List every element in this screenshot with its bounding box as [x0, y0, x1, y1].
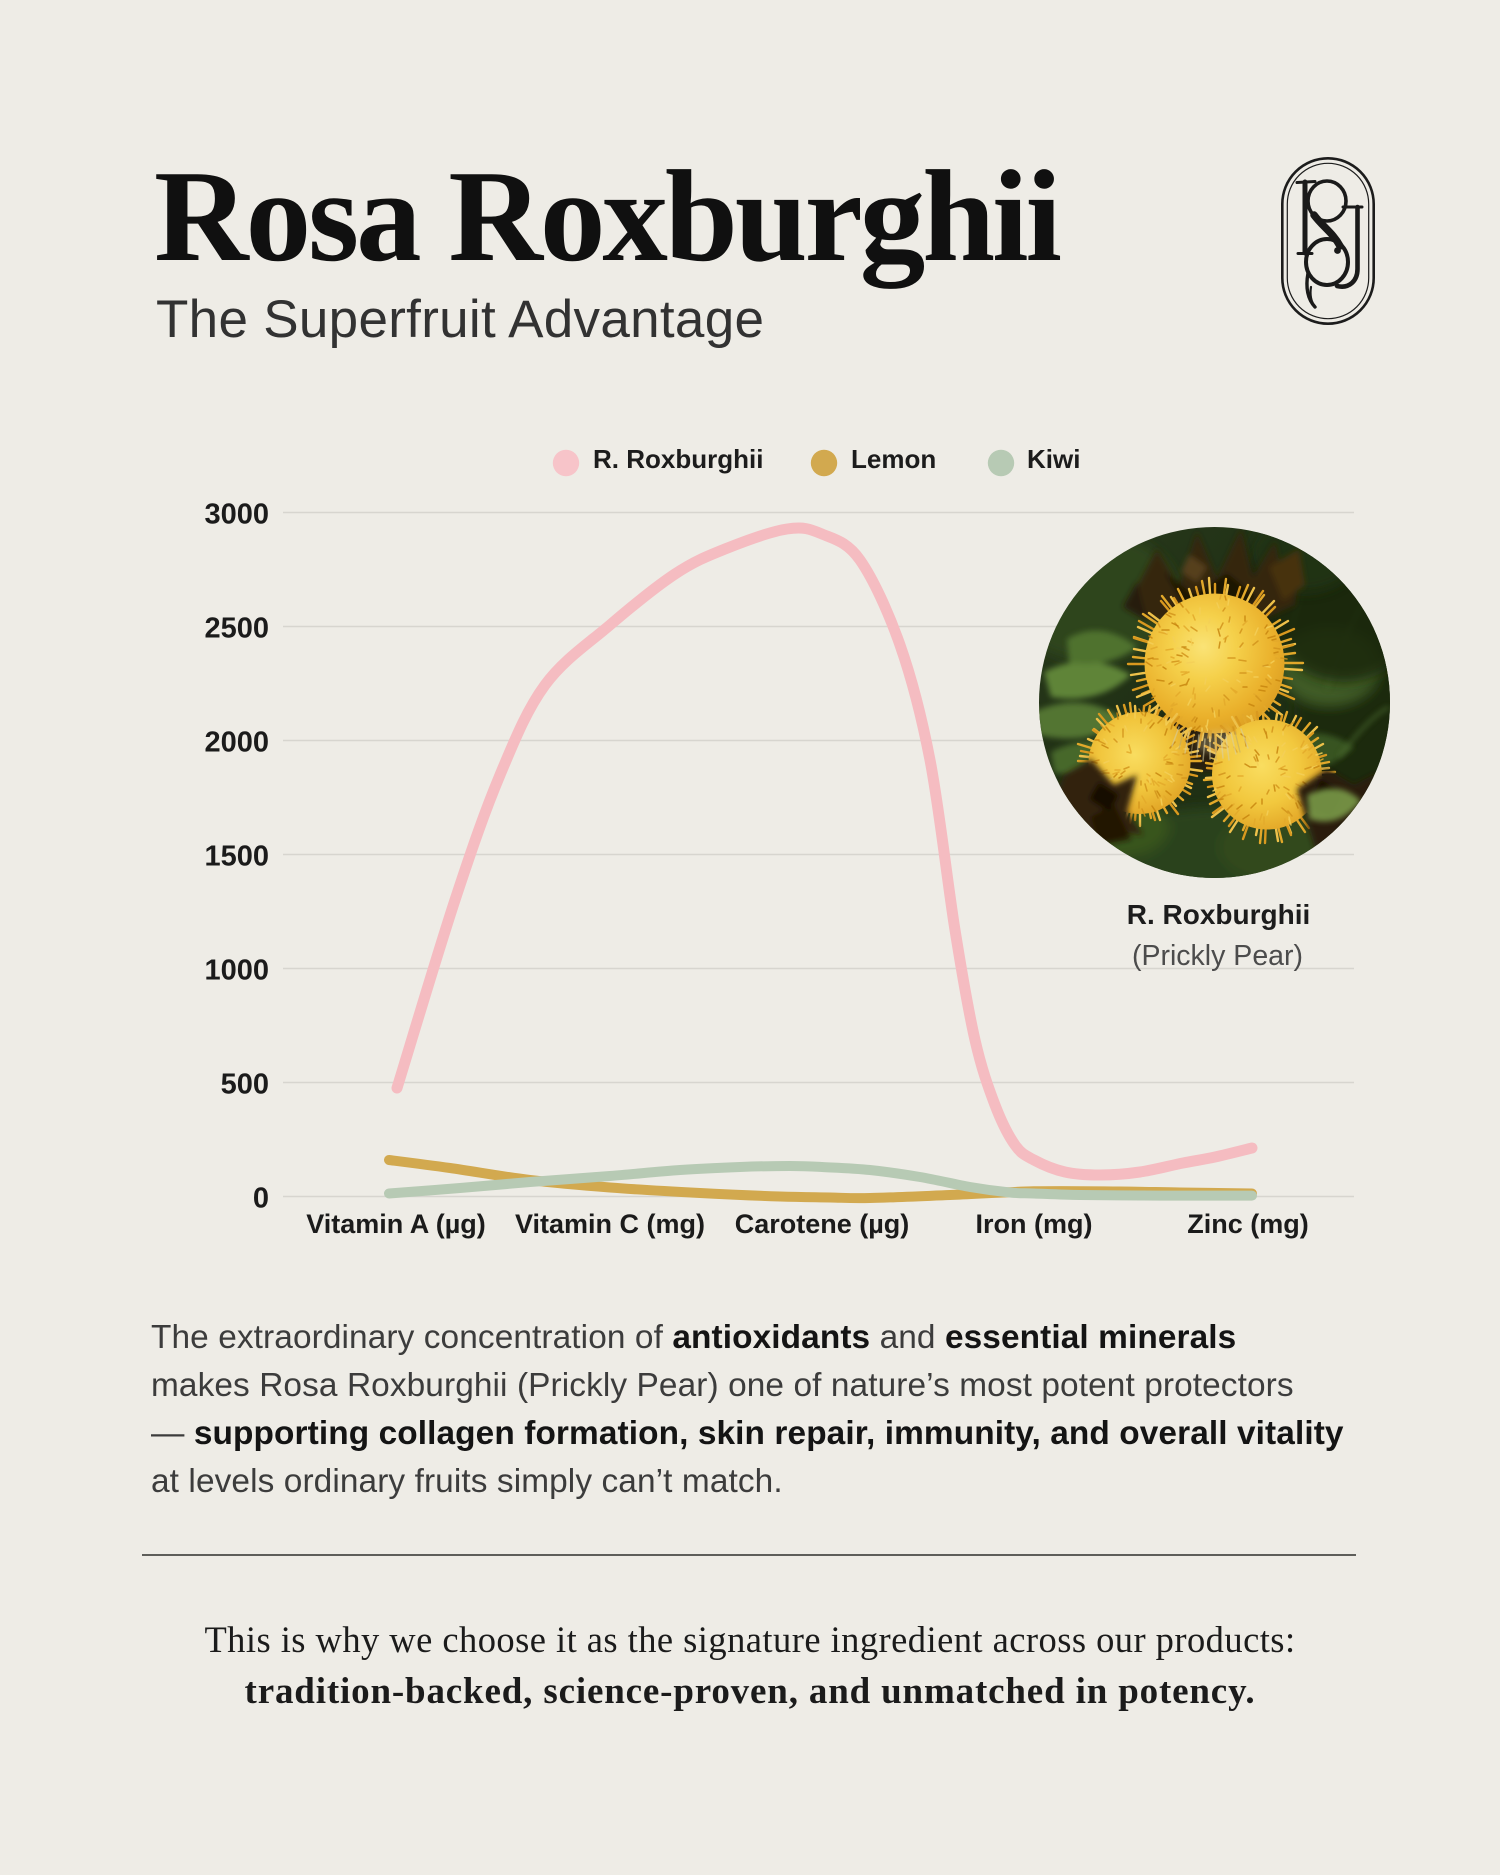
svg-text:Vitamin A (µg): Vitamin A (µg) [306, 1209, 486, 1239]
svg-text:Vitamin C (mg): Vitamin C (mg) [515, 1209, 705, 1239]
svg-text:Carotene (µg): Carotene (µg) [735, 1209, 910, 1239]
svg-text:1500: 1500 [204, 841, 269, 873]
svg-text:Iron (mg): Iron (mg) [976, 1209, 1093, 1239]
svg-text:500: 500 [221, 1069, 269, 1101]
svg-text:Lemon: Lemon [851, 444, 936, 474]
svg-text:3000: 3000 [204, 499, 269, 531]
svg-text:R. Roxburghii: R. Roxburghii [593, 444, 763, 474]
svg-text:1000: 1000 [204, 955, 269, 987]
svg-text:0: 0 [253, 1183, 269, 1215]
svg-text:Kiwi: Kiwi [1027, 444, 1080, 474]
svg-text:2000: 2000 [204, 727, 269, 759]
svg-text:Zinc (mg): Zinc (mg) [1187, 1209, 1309, 1239]
svg-text:2500: 2500 [204, 613, 269, 645]
